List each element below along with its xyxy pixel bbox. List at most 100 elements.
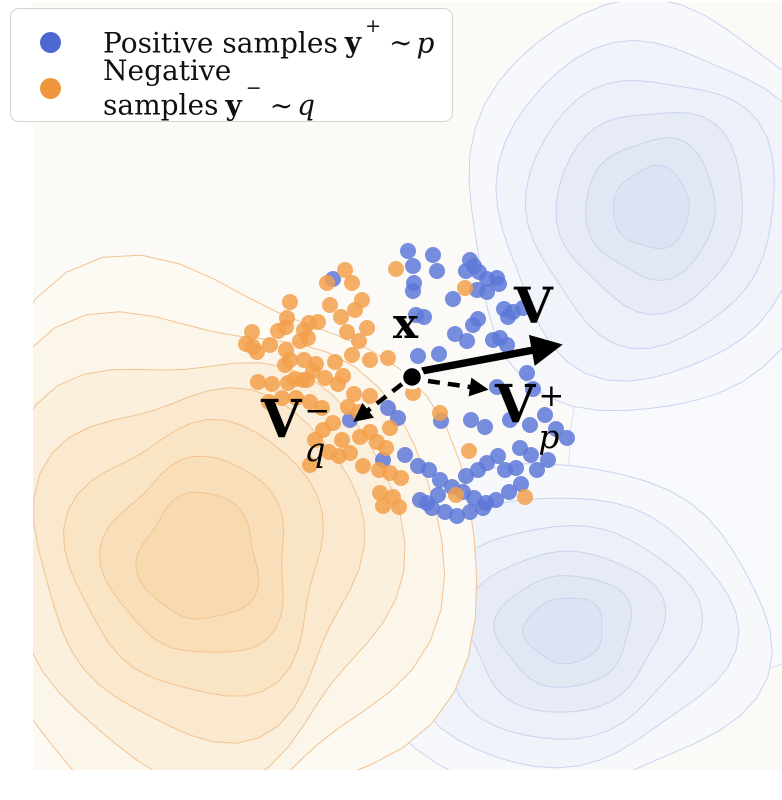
- scatter-point: [344, 347, 360, 363]
- scatter-point: [380, 400, 396, 416]
- scatter-point: [416, 309, 432, 325]
- scatter-point: [393, 470, 409, 486]
- legend: Positive samples y+∼ p Negative samples y−∼…: [10, 8, 453, 122]
- scatter-point: [378, 440, 394, 456]
- scatter-point: [288, 390, 304, 406]
- scatter-point: [449, 508, 465, 524]
- scatter-point: [327, 354, 343, 370]
- x-center-point: [399, 364, 425, 390]
- scatter-point: [458, 468, 474, 484]
- scatter-point: [477, 419, 493, 435]
- scatter-point: [548, 421, 564, 437]
- scatter-point: [330, 376, 346, 392]
- scatter-point: [274, 390, 290, 406]
- vq-vector-label: V − q: [261, 394, 330, 469]
- scatter-point: [362, 352, 378, 368]
- scatter-point: [508, 460, 524, 476]
- vp-vector-label: V + p: [495, 379, 564, 456]
- scatter-point: [405, 258, 421, 274]
- scatter-point: [277, 357, 293, 373]
- scatter-point: [391, 499, 407, 515]
- scatter-point: [375, 498, 391, 514]
- scatter-point: [405, 283, 421, 299]
- vector-arrow: [427, 377, 489, 397]
- scatter-point: [559, 430, 575, 446]
- scatter-point: [469, 282, 485, 298]
- scatter-point: [515, 300, 531, 316]
- scatter-point: [307, 432, 323, 448]
- scatter-point: [419, 495, 435, 511]
- scatter-point: [462, 504, 478, 520]
- scatter-point: [429, 263, 445, 279]
- scatter-point: [485, 332, 501, 348]
- contour-level: [135, 491, 260, 620]
- scatter-point: [447, 326, 463, 342]
- scatter-point: [292, 333, 308, 349]
- scatter-point: [355, 458, 371, 474]
- tilde-glyph: ∼: [269, 88, 294, 122]
- scatter-point: [280, 375, 296, 391]
- scatter-point: [513, 476, 529, 492]
- scatter-point: [489, 379, 505, 395]
- vp-base: V: [495, 374, 536, 435]
- scatter-point: [302, 457, 318, 473]
- scatter-point: [523, 447, 539, 463]
- scatter-point: [302, 394, 318, 410]
- scatter-point: [344, 275, 360, 291]
- scatter-point: [295, 372, 311, 388]
- scatter-point: [372, 485, 388, 501]
- scatter-point: [250, 374, 266, 390]
- scatter-point: [352, 429, 368, 445]
- legend-item-positive: Positive samples y+ ∼ p: [11, 15, 452, 65]
- scatter-point: [475, 500, 491, 516]
- scatter-point: [425, 247, 441, 263]
- scatter-point: [537, 407, 553, 423]
- scatter-point: [334, 432, 350, 448]
- scatter-point: [347, 302, 363, 318]
- scatter-point: [317, 370, 333, 386]
- scatter-point: [262, 337, 278, 353]
- scatter-point: [463, 412, 479, 428]
- scatter-point: [499, 337, 515, 353]
- density-contours: [33, 2, 782, 770]
- contour-level: [612, 164, 690, 250]
- vp-scripts: + p: [538, 381, 564, 456]
- scatter-point: [362, 388, 378, 404]
- scatter-point: [461, 443, 477, 459]
- legend-distribution: q: [297, 88, 316, 122]
- vq-scripts: − q: [304, 396, 330, 469]
- scatter-point: [522, 417, 538, 433]
- scatter-point: [445, 291, 461, 307]
- scatter-point: [421, 462, 437, 478]
- vq-subscript: q: [304, 430, 326, 469]
- legend-symbol: y: [344, 26, 362, 60]
- scatter-point: [540, 452, 556, 468]
- scatter-point: [519, 365, 535, 381]
- vp-subscript: p: [538, 417, 560, 456]
- scatter-point: [282, 294, 298, 310]
- vector-arrow: [421, 334, 563, 375]
- scatter-point: [501, 484, 517, 500]
- scatter-point: [529, 462, 545, 478]
- legend-distribution: p: [416, 26, 435, 60]
- scatter-point: [333, 309, 349, 325]
- scatter-point: [270, 323, 286, 339]
- scatter-point: [249, 344, 265, 360]
- scatter-point: [500, 309, 516, 325]
- scatter-point: [488, 492, 504, 508]
- scatter-point: [470, 462, 486, 478]
- vector-arrows: [353, 334, 563, 422]
- scatter-point: [517, 489, 533, 505]
- scatter-point: [430, 487, 446, 503]
- legend-superscript: +: [365, 14, 382, 37]
- scatter-point: [465, 317, 481, 333]
- legend-swatch: [40, 31, 61, 53]
- v-vector-label: V: [514, 276, 553, 335]
- vector-arrow: [353, 382, 404, 422]
- scatter-point: [314, 400, 330, 416]
- legend-text: Positive samples: [103, 26, 338, 60]
- tilde-glyph: ∼: [389, 26, 413, 60]
- scatter-point: [337, 262, 353, 278]
- plot-area: [33, 2, 782, 770]
- legend-superscript: −: [245, 77, 262, 100]
